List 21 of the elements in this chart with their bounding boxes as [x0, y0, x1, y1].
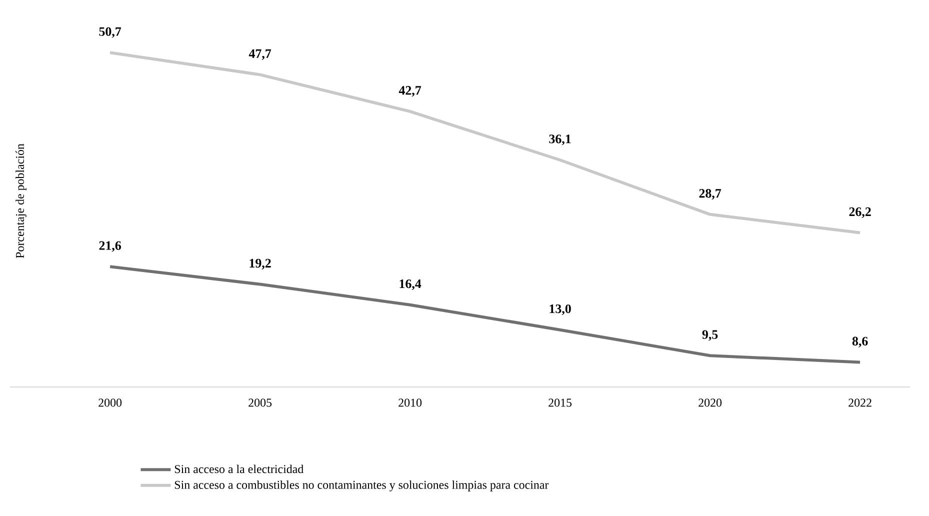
- data-label: 42,7: [398, 86, 422, 97]
- x-tick-label: 2015: [548, 398, 572, 407]
- data-label: 28,7: [699, 188, 722, 200]
- data-label: 26,2: [849, 207, 871, 218]
- data-label: 21,6: [99, 241, 121, 252]
- data-label: 50,7: [99, 27, 122, 38]
- legend-label: Sin acceso a la electricidad: [174, 464, 304, 474]
- y-axis-title: Porcentaje de población: [16, 144, 26, 258]
- data-label: 9,5: [702, 330, 718, 341]
- data-label: 16,4: [400, 279, 422, 290]
- x-tick-label: 2005: [248, 398, 272, 407]
- data-label: 19,2: [250, 258, 271, 270]
- data-label: 36,1: [549, 134, 571, 146]
- data-label: 8,6: [852, 336, 868, 348]
- x-tick-label: 2022: [848, 398, 872, 407]
- data-label: 47,7: [248, 49, 272, 60]
- x-tick-label: 2020: [698, 398, 722, 407]
- data-label: 13,0: [550, 304, 571, 316]
- legend-label: Sin acceso a combustibles no contaminantes y soluciones limpias para cocinar: [174, 480, 549, 492]
- x-tick-label: 2000: [98, 398, 122, 407]
- x-tick-label: 2010: [398, 398, 422, 407]
